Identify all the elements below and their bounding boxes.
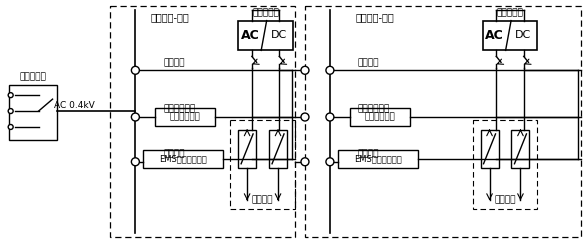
- Bar: [230, 120, 295, 209]
- Circle shape: [301, 158, 309, 166]
- Text: AC 0.4kV: AC 0.4kV: [54, 101, 95, 110]
- Text: 电池系统: 电池系统: [252, 195, 274, 204]
- Circle shape: [326, 66, 334, 74]
- Text: AC: AC: [241, 29, 259, 42]
- Text: EMS能量管理系统: EMS能量管理系统: [354, 154, 402, 163]
- Circle shape: [326, 113, 334, 121]
- Bar: [338, 150, 418, 168]
- Text: EMS能量管理系统: EMS能量管理系统: [160, 154, 207, 163]
- Bar: [483, 21, 538, 50]
- Bar: [269, 130, 287, 168]
- Text: 功率采集模块: 功率采集模块: [170, 113, 201, 122]
- Bar: [238, 130, 256, 168]
- Text: 通讯接口: 通讯接口: [163, 149, 185, 158]
- Bar: [156, 108, 215, 126]
- Bar: [143, 150, 223, 168]
- Bar: [110, 6, 295, 237]
- Bar: [305, 6, 581, 237]
- Text: 负载输出接口: 负载输出接口: [163, 104, 195, 113]
- Circle shape: [8, 93, 13, 98]
- Bar: [473, 120, 538, 209]
- Circle shape: [131, 158, 139, 166]
- Bar: [238, 21, 293, 50]
- Circle shape: [326, 158, 334, 166]
- Bar: [511, 130, 529, 168]
- Text: 储能变流器: 储能变流器: [252, 8, 279, 17]
- Bar: [481, 130, 498, 168]
- Text: 储能方舱-主机: 储能方舱-主机: [151, 13, 190, 23]
- Circle shape: [131, 66, 139, 74]
- Circle shape: [301, 66, 309, 74]
- Text: 并机接口: 并机接口: [358, 58, 379, 67]
- Bar: [350, 108, 410, 126]
- Text: DC: DC: [271, 30, 287, 41]
- Circle shape: [8, 124, 13, 130]
- Circle shape: [8, 109, 13, 113]
- Text: AC: AC: [485, 29, 504, 42]
- Text: 储能方舱-从机: 储能方舱-从机: [356, 13, 394, 23]
- Text: 负载分接箱: 负载分接箱: [19, 73, 46, 82]
- Text: 通讯接口: 通讯接口: [358, 149, 379, 158]
- Text: 功率采集模块: 功率采集模块: [365, 113, 395, 122]
- Text: 负载输出接口: 负载输出接口: [358, 104, 390, 113]
- Circle shape: [301, 113, 309, 121]
- Text: 并机接口: 并机接口: [163, 58, 185, 67]
- Bar: [9, 85, 56, 140]
- Text: DC: DC: [515, 30, 531, 41]
- Text: 电池系统: 电池系统: [494, 195, 516, 204]
- Text: 储能变流器: 储能变流器: [497, 8, 524, 17]
- Circle shape: [131, 113, 139, 121]
